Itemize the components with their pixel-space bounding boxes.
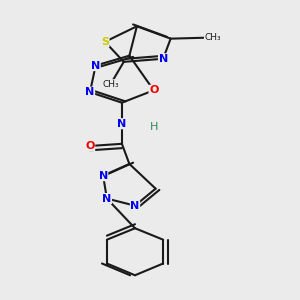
Text: N: N: [158, 54, 168, 64]
Text: O: O: [85, 141, 95, 151]
Text: N: N: [91, 61, 100, 70]
Text: N: N: [102, 194, 112, 204]
Text: N: N: [85, 87, 94, 97]
Text: N: N: [98, 171, 108, 181]
Text: S: S: [101, 37, 109, 47]
Text: CH₃: CH₃: [204, 33, 221, 42]
Text: N: N: [117, 119, 127, 129]
Text: CH₃: CH₃: [102, 80, 119, 88]
Text: H: H: [150, 122, 158, 132]
Text: O: O: [149, 85, 158, 95]
Text: N: N: [130, 201, 140, 211]
